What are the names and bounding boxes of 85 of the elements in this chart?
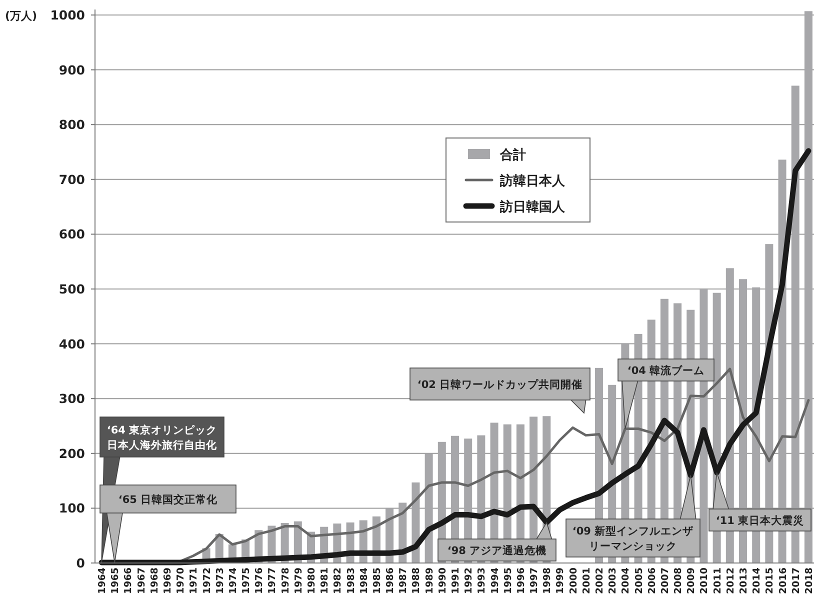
x-tick-label: 2017 [790, 568, 802, 594]
x-tick-label: 1972 [202, 568, 213, 594]
x-tick-label: 1997 [529, 568, 540, 594]
x-tick-label: 1999 [555, 568, 566, 594]
x-tick-label: 1973 [214, 568, 226, 594]
x-tick-label: 1991 [450, 568, 462, 594]
x-tick-label: 1975 [241, 568, 252, 594]
x-tick-label: 2001 [581, 568, 592, 594]
x-tick-label: 2013 [738, 568, 750, 594]
x-tick-label: 1994 [490, 567, 501, 594]
x-tick-label: 2006 [646, 567, 658, 594]
x-tick-label: 1965 [110, 568, 122, 594]
annotation: ‘65 日韓国交正常化 [118, 493, 219, 506]
x-tick-label: 2012 [725, 568, 736, 594]
callout: ‘04 韓流ブーム [618, 358, 714, 430]
x-tick-label: 1966 [123, 567, 134, 594]
x-tick-label: 1982 [332, 568, 344, 594]
y-tick-label: 200 [58, 446, 86, 461]
legend-label: 訪日韓国人 [499, 199, 566, 215]
x-tick-label: 1970 [176, 567, 187, 594]
x-tick-label: 1984 [358, 567, 370, 594]
annotation: ‘64 東京オリンピック日本人海外旅行自由化 [106, 424, 218, 452]
x-tick-label: 2008 [673, 567, 684, 594]
callout: ‘11 東日本大震災 [708, 472, 812, 532]
x-tick-label: 2005 [634, 568, 645, 594]
bar [424, 453, 433, 563]
x-tick-label: 1977 [267, 568, 278, 594]
x-tick-label: 1964 [97, 567, 108, 594]
x-tick-label: 1969 [162, 568, 174, 594]
x-tick-label: 1986 [385, 567, 396, 594]
y-tick-label: 400 [58, 336, 86, 352]
x-tick-label: 1978 [280, 567, 292, 594]
x-tick-label: 1981 [320, 568, 331, 594]
x-tick-label: 1971 [188, 568, 200, 594]
annotation: ‘04 韓流ブーム [627, 364, 705, 377]
legend-label: 合計 [499, 147, 526, 163]
y-tick-label: 500 [58, 282, 86, 296]
x-tick-label: 1988 [411, 567, 422, 594]
x-tick-label: 1995 [502, 568, 514, 594]
x-tick-label: 2011 [712, 568, 724, 594]
x-tick-label: 2010 [699, 567, 710, 594]
x-tick-label: 2004 [620, 567, 632, 594]
callout: ‘09 新型インフルエンザリーマンショック [566, 474, 700, 558]
annotation: ‘02 日韓ワールドカップ共同開催 [417, 378, 583, 391]
x-tick-label: 1992 [464, 568, 475, 594]
legend-label: 訪韓日本人 [499, 173, 566, 189]
x-tick-label: 1967 [136, 568, 148, 594]
y-tick-label: 800 [58, 117, 86, 132]
y-tick-label: 0 [76, 556, 86, 570]
bar [804, 11, 812, 563]
callout: ‘65 日韓国交正常化 [100, 484, 236, 563]
x-tick-label: 2009 [686, 568, 698, 594]
x-tick-label: 1993 [476, 568, 488, 594]
x-tick-label: 2016 [778, 567, 789, 594]
x-tick-label: 2014 [752, 567, 763, 594]
x-tick-label: 2000 [568, 567, 580, 594]
y-tick-label: 600 [58, 226, 86, 242]
annotation: ‘09 新型インフルエンザリーマンショック [572, 524, 695, 552]
x-tick-label: 1989 [424, 568, 436, 594]
annotation: ‘98 アジア通過危機 [447, 544, 547, 557]
x-tick-label: 1985 [372, 568, 383, 594]
y-axis-title: (万人) [5, 10, 38, 22]
x-tick-label: 2015 [764, 568, 776, 594]
callout: ‘02 日韓ワールドカップ共同開催 [410, 368, 590, 414]
y-tick-label: 1000 [50, 8, 86, 22]
x-tick-label: 1980 [306, 567, 318, 594]
x-tick-label: 2002 [594, 568, 606, 594]
x-tick-label: 1987 [398, 568, 410, 594]
x-tick-label: 1968 [149, 567, 160, 594]
annotation: ‘11 東日本大震災 [716, 514, 804, 527]
x-tick-label: 1979 [293, 568, 304, 594]
y-tick-label: 300 [58, 391, 86, 406]
x-tick-label: 1990 [437, 567, 448, 594]
x-tick-label: 1996 [516, 567, 527, 594]
y-tick-label: 900 [58, 62, 86, 78]
callout: ‘98 アジア通過危機 [438, 521, 556, 562]
x-tick-label: 1983 [346, 568, 357, 594]
y-tick-label: 700 [58, 172, 86, 187]
x-tick-label: 2007 [660, 568, 671, 594]
x-tick-label: 1998 [542, 567, 554, 594]
x-tick-label: 2003 [608, 568, 619, 594]
x-tick-label: 1976 [254, 567, 266, 594]
y-tick-label: 100 [58, 500, 86, 516]
x-tick-label: 1974 [228, 567, 239, 594]
x-tick-label: 2018 [804, 567, 814, 594]
